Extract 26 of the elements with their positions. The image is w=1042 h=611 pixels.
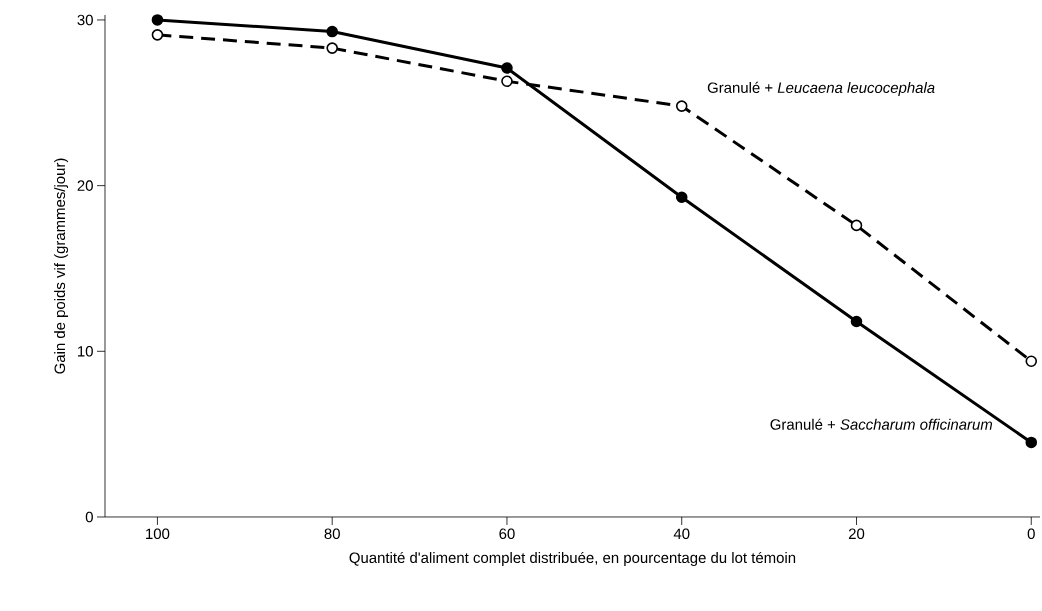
point bbox=[326, 25, 338, 38]
point bbox=[850, 315, 863, 328]
y-tick-label: 20 bbox=[77, 180, 93, 191]
x-tick-label: 100 bbox=[146, 528, 170, 540]
point bbox=[501, 62, 513, 74]
series-label: Granulé + Saccharum officinarum bbox=[770, 418, 993, 430]
point bbox=[1025, 436, 1038, 449]
point bbox=[326, 42, 338, 54]
point bbox=[151, 29, 164, 41]
y-tick-label: 30 bbox=[77, 14, 93, 26]
y-axis-title: Gain de poids vif (grammes/jour) bbox=[54, 158, 69, 374]
point bbox=[1025, 355, 1038, 368]
x-axis-title: Quantité d'aliment complet distribuée, en pourcentage du lot témoin bbox=[349, 551, 796, 566]
x-tick-label: 80 bbox=[324, 528, 340, 540]
x-tick-label: 20 bbox=[848, 528, 865, 540]
x-tick-label: 0 bbox=[1027, 528, 1035, 540]
point bbox=[675, 100, 688, 112]
point bbox=[501, 75, 513, 88]
x-tick-label: 60 bbox=[499, 528, 515, 540]
point bbox=[151, 14, 164, 26]
x-tick-label: 40 bbox=[673, 528, 690, 540]
y-tick-label: 0 bbox=[85, 511, 93, 523]
y-tick-label: 10 bbox=[78, 346, 93, 357]
point bbox=[850, 219, 863, 232]
point bbox=[675, 191, 688, 204]
series-label: Granulé + Leucaena leucocephala bbox=[707, 81, 935, 96]
